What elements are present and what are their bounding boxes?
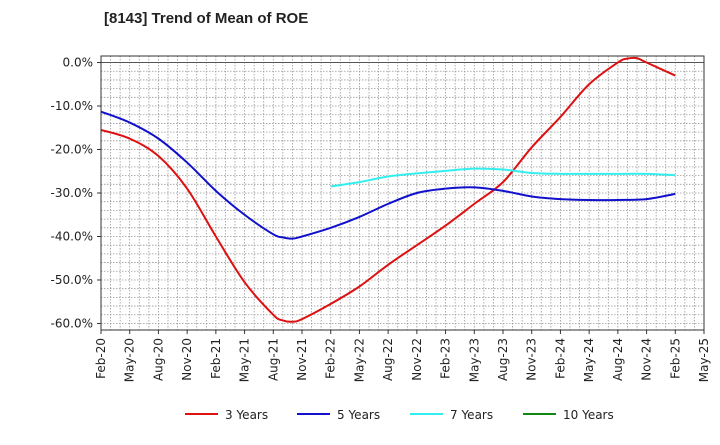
x-tick-label: May-25 [697,338,711,382]
plot-border [100,55,705,331]
grid-lines [101,56,704,330]
y-tick-label: -20.0% [51,143,93,157]
y-tick-label: 0.0% [63,56,94,70]
legend-label-3-years: 3 Years [225,408,268,422]
legend: 3 Years 5 Years 7 Years 10 Years [185,408,614,422]
x-tick-label: Nov-22 [410,338,424,381]
x-tick-label: Feb-21 [209,338,223,379]
x-tick-label: May-20 [123,338,137,382]
x-tick-label: Aug-20 [151,338,165,381]
legend-label-5-years: 5 Years [337,408,380,422]
x-tick-label: Nov-21 [295,338,309,381]
x-tick-label: Nov-20 [180,338,194,381]
legend-label-7-years: 7 Years [450,408,493,422]
series-line-3-years [100,56,676,323]
x-tick-label: Aug-24 [611,338,625,381]
x-axis-ticks: Feb-20 May-20 Aug-20 Nov-20 Feb-21 May-21 Aug-… [94,330,711,382]
x-tick-label: May-21 [238,338,252,382]
y-tick-label: -10.0% [51,99,93,113]
x-tick-label: Aug-22 [381,338,395,381]
y-axis-ticks: 0.0% -10.0% -20.0% -30.0% -40.0% -50.0% -60.0% [51,56,101,330]
series-line-5-years [100,110,676,240]
y-tick-label: -60.0% [51,316,93,330]
x-tick-label: Feb-22 [324,338,338,379]
x-tick-label: Aug-21 [266,338,280,381]
x-tick-label: Nov-24 [640,338,654,381]
x-tick-label: May-23 [467,338,481,382]
series-line-7-years [330,167,676,188]
x-tick-label: Feb-24 [553,338,567,379]
series-lines [100,56,676,323]
y-tick-label: -30.0% [51,186,93,200]
x-tick-label: Feb-25 [668,338,682,379]
x-tick-label: Feb-20 [94,338,108,379]
y-tick-label: -50.0% [51,273,93,287]
legend-label-10-years: 10 Years [563,408,614,422]
x-tick-label: Aug-23 [496,338,510,381]
chart-title: [8143] Trend of Mean of ROE [104,10,309,27]
x-tick-label: May-24 [582,338,596,382]
y-tick-label: -40.0% [51,229,93,243]
x-tick-label: May-22 [352,338,366,382]
x-tick-label: Nov-23 [525,338,539,381]
x-tick-label: Feb-23 [439,338,453,379]
